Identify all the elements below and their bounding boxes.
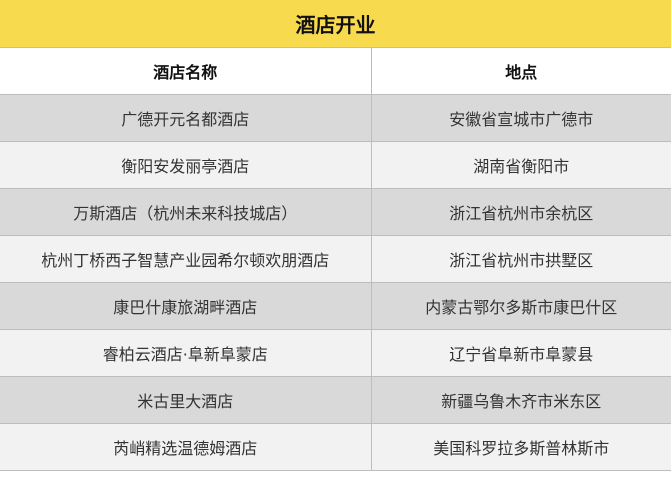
table-title: 酒店开业 [0, 0, 671, 47]
table-row: 芮峭精选温德姆酒店 美国科罗拉多斯普林斯市 [0, 423, 671, 471]
table-row: 睿柏云酒店·阜新阜蒙店 辽宁省阜新市阜蒙县 [0, 329, 671, 377]
hotel-name-cell: 杭州丁桥西子智慧产业园希尔顿欢朋酒店 [0, 235, 372, 283]
hotel-name-cell: 万斯酒店（杭州未来科技城店） [0, 188, 372, 236]
location-cell: 辽宁省阜新市阜蒙县 [370, 329, 671, 377]
location-cell: 安徽省宣城市广德市 [370, 94, 671, 142]
hotel-name-cell: 睿柏云酒店·阜新阜蒙店 [0, 329, 372, 377]
hotel-name-cell: 广德开元名都酒店 [0, 94, 372, 142]
header-hotel-name: 酒店名称 [0, 47, 372, 95]
header-location: 地点 [370, 47, 671, 95]
location-cell: 内蒙古鄂尔多斯市康巴什区 [370, 282, 671, 330]
table-row: 广德开元名都酒店 安徽省宣城市广德市 [0, 94, 671, 142]
table-row: 米古里大酒店 新疆乌鲁木齐市米东区 [0, 376, 671, 424]
header-row: 酒店名称 地点 [0, 47, 671, 95]
hotel-name-cell: 康巴什康旅湖畔酒店 [0, 282, 372, 330]
table-row: 衡阳安发丽亭酒店 湖南省衡阳市 [0, 141, 671, 189]
hotel-name-cell: 芮峭精选温德姆酒店 [0, 423, 372, 471]
table-row: 万斯酒店（杭州未来科技城店） 浙江省杭州市余杭区 [0, 188, 671, 236]
table-row: 康巴什康旅湖畔酒店 内蒙古鄂尔多斯市康巴什区 [0, 282, 671, 330]
hotel-name-cell: 米古里大酒店 [0, 376, 372, 424]
hotel-table: 酒店名称 地点 广德开元名都酒店 安徽省宣城市广德市 衡阳安发丽亭酒店 湖南省衡阳市万… [0, 47, 671, 471]
location-cell: 美国科罗拉多斯普林斯市 [370, 423, 671, 471]
table-row: 杭州丁桥西子智慧产业园希尔顿欢朋酒店 浙江省杭州市拱墅区 [0, 235, 671, 283]
location-cell: 浙江省杭州市拱墅区 [370, 235, 671, 283]
location-cell: 浙江省杭州市余杭区 [370, 188, 671, 236]
location-cell: 新疆乌鲁木齐市米东区 [370, 376, 671, 424]
location-cell: 湖南省衡阳市 [370, 141, 671, 189]
hotel-name-cell: 衡阳安发丽亭酒店 [0, 141, 372, 189]
